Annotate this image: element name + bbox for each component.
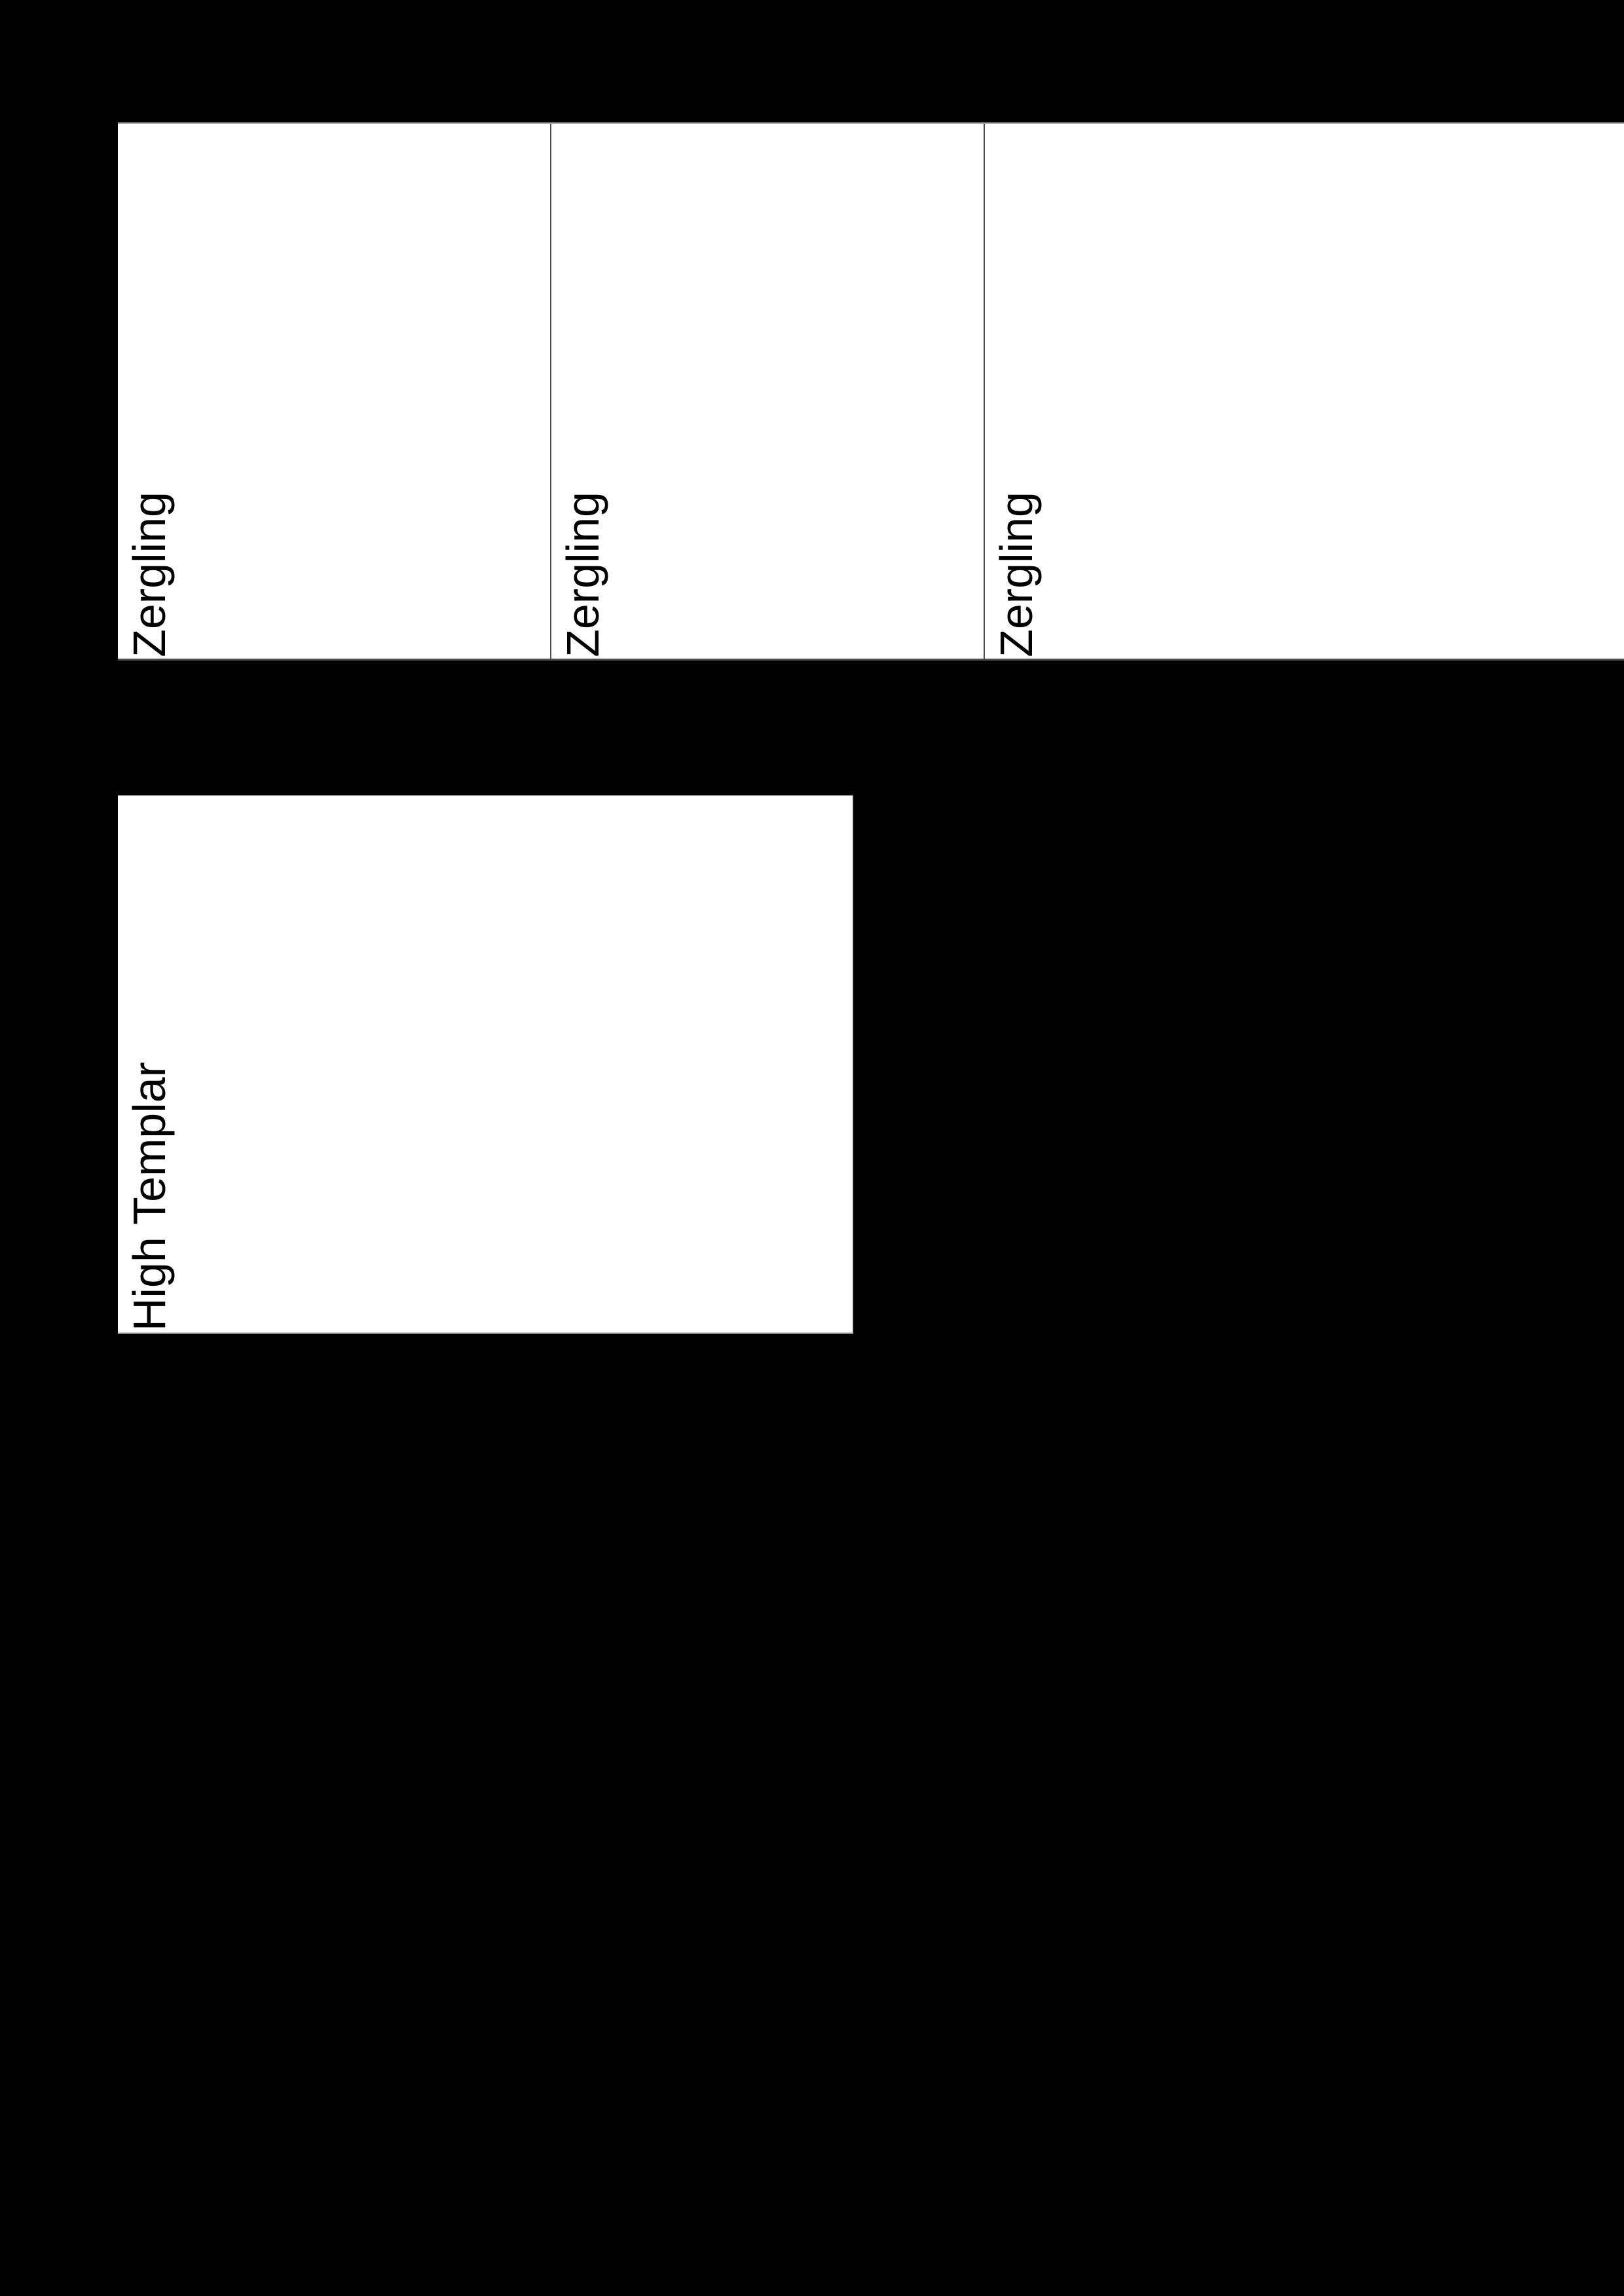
card-row: Zergling Zergling Zergling	[118, 122, 1624, 661]
card-label: Zergling	[124, 492, 175, 657]
card-label: High Templar	[124, 1061, 175, 1331]
card-high-templar: High Templar	[118, 795, 853, 1334]
card-label: Zergling	[991, 492, 1042, 657]
card-label: Zergling	[557, 492, 608, 657]
card-cell-1: Zergling	[118, 124, 550, 659]
card-cell-2: Zergling	[550, 124, 984, 659]
card-cell-3: Zergling	[984, 124, 1624, 659]
